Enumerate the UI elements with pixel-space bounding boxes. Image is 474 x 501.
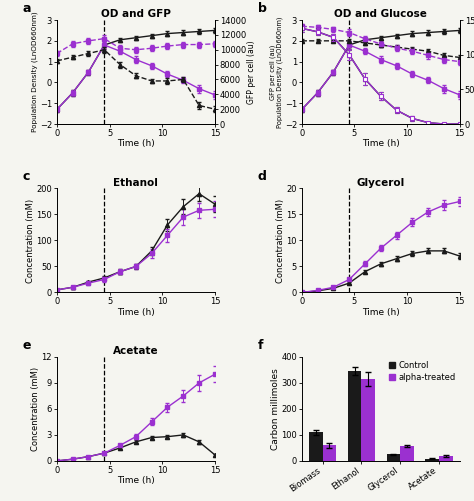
Title: OD and GFP: OD and GFP <box>101 9 171 19</box>
Bar <box>439 456 453 461</box>
Text: a: a <box>22 2 31 15</box>
Y-axis label: Concentration (mM): Concentration (mM) <box>276 198 285 283</box>
X-axis label: Time (h): Time (h) <box>117 139 155 148</box>
Text: c: c <box>22 170 29 183</box>
Title: Ethanol: Ethanol <box>113 178 158 188</box>
Text: b: b <box>257 2 266 15</box>
Text: f: f <box>257 339 263 352</box>
Y-axis label: Concentration (mM): Concentration (mM) <box>26 198 35 283</box>
X-axis label: Time (h): Time (h) <box>362 308 400 317</box>
X-axis label: Time (h): Time (h) <box>362 139 400 148</box>
Y-axis label: GFP per cell (au): GFP per cell (au) <box>247 40 256 104</box>
Bar <box>426 459 439 461</box>
Bar <box>348 371 361 461</box>
Bar <box>387 454 400 461</box>
Y-axis label: Concentration (mM): Concentration (mM) <box>31 367 40 451</box>
Text: d: d <box>257 170 266 183</box>
Y-axis label: GFP per cell (au)
Population Density (LnOD660nm): GFP per cell (au) Population Density (Ln… <box>269 16 283 128</box>
Bar <box>309 432 322 461</box>
Title: Acetate: Acetate <box>113 346 159 356</box>
Y-axis label: Population Density (LnOD660nm): Population Density (LnOD660nm) <box>32 12 38 132</box>
Bar <box>400 446 414 461</box>
Y-axis label: Carbon millimoles: Carbon millimoles <box>271 368 280 450</box>
X-axis label: Time (h): Time (h) <box>117 476 155 485</box>
Bar <box>361 379 375 461</box>
Bar <box>322 445 336 461</box>
X-axis label: Time (h): Time (h) <box>117 308 155 317</box>
Title: OD and Glucose: OD and Glucose <box>334 9 427 19</box>
Text: e: e <box>22 339 31 352</box>
Title: Glycerol: Glycerol <box>356 178 405 188</box>
Legend: Control, alpha-treated: Control, alpha-treated <box>388 361 456 382</box>
